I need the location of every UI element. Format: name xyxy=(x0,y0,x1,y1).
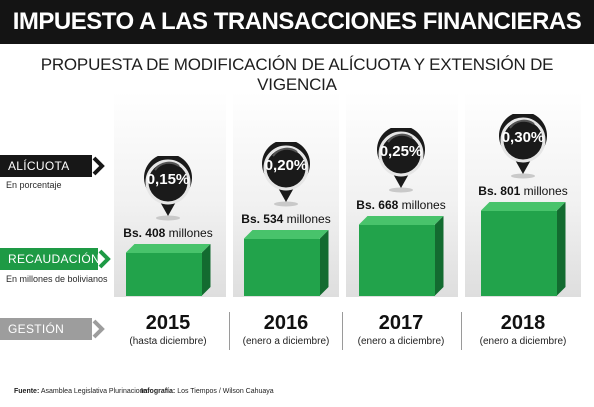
bar-2017 xyxy=(358,216,444,296)
source-label: Fuente: xyxy=(14,388,40,395)
divider xyxy=(229,312,230,350)
chevron-right-icon xyxy=(92,156,105,176)
recaudacion-sublabel: En millones de bolivianos xyxy=(6,274,108,284)
gestion-label: GESTIÓN xyxy=(8,322,65,336)
year-label: 2018 xyxy=(500,312,546,334)
bar-2016 xyxy=(243,230,329,296)
data-label: Bs. 668 millones xyxy=(356,198,446,212)
alicuota-sublabel: En porcentaje xyxy=(6,180,62,190)
title-banner: IMPUESTO A LAS TRANSACCIONES FINANCIERAS… xyxy=(0,0,594,79)
data-label: Bs. 534 millones xyxy=(241,212,331,226)
rate-balloon: 0,30% xyxy=(496,111,550,180)
bar-2015 xyxy=(125,244,211,296)
divider xyxy=(461,312,462,350)
bar-2018 xyxy=(480,202,566,296)
rate-balloon: 0,20% xyxy=(259,139,313,208)
rate-label: 0,15% xyxy=(146,171,190,188)
rate-label: 0,30% xyxy=(501,129,545,146)
year-label: 2016 xyxy=(263,312,309,334)
year-label: 2017 xyxy=(378,312,424,334)
data-label: Bs. 801 millones xyxy=(478,184,568,198)
credit-value: Los Tiempos / Wilson Cahuaya xyxy=(177,388,274,395)
period-label: (hasta diciembre) xyxy=(129,336,207,347)
chevron-right-icon xyxy=(98,249,111,269)
recaudacion-label: RECAUDACIÓN xyxy=(8,252,100,266)
alicuota-label: ALÍCUOTA xyxy=(8,159,70,173)
alicuota-pill: ALÍCUOTA xyxy=(0,155,92,177)
year-label: 2015 xyxy=(145,312,191,334)
divider xyxy=(342,312,343,350)
chart-subtitle: PROPUESTA DE MODIFICACIÓN DE ALÍCUOTA Y … xyxy=(40,55,554,94)
rate-label: 0,25% xyxy=(379,143,423,160)
rate-balloon: 0,15% xyxy=(141,153,195,222)
period-label: (enero a diciembre) xyxy=(357,336,445,347)
source-value: Asamblea Legislativa Plurinacional xyxy=(40,388,150,395)
credit-label: Infografía: xyxy=(141,388,176,395)
source-credit: Fuente: Asamblea Legislativa Plurinacion… xyxy=(14,388,149,395)
recaudacion-pill: RECAUDACIÓN xyxy=(0,248,100,270)
chevron-right-icon xyxy=(92,319,105,339)
period-label: (enero a diciembre) xyxy=(242,336,330,347)
rate-balloon: 0,25% xyxy=(374,125,428,194)
rate-label: 0,20% xyxy=(264,157,308,174)
infographic-credit: Infografía: Los Tiempos / Wilson Cahuaya xyxy=(141,388,274,395)
period-label: (enero a diciembre) xyxy=(479,336,567,347)
data-label: Bs. 408 millones xyxy=(123,226,213,240)
gestion-pill: GESTIÓN xyxy=(0,318,92,340)
chart-title: IMPUESTO A LAS TRANSACCIONES FINANCIERAS… xyxy=(12,8,582,79)
